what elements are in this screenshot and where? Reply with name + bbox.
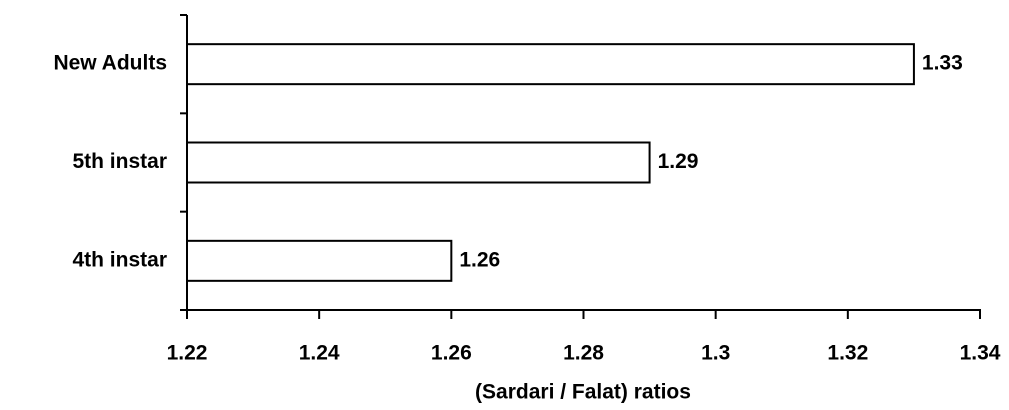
bar [186, 239, 453, 282]
x-tick-label: 1.26 [431, 342, 472, 365]
x-tick-label: 1.3 [701, 342, 730, 365]
x-tick-label: 1.24 [299, 342, 340, 365]
value-label: 1.29 [658, 150, 699, 173]
y-tick-label: 5th instar [72, 150, 167, 173]
x-tick-label: 1.34 [960, 342, 1001, 365]
value-label: 1.26 [459, 248, 500, 271]
x-tick-label: 1.22 [167, 342, 208, 365]
x-tick-label: 1.28 [563, 342, 604, 365]
y-tick-label: 4th instar [72, 248, 167, 271]
bar [186, 43, 915, 86]
x-tick-label: 1.32 [827, 342, 868, 365]
x-axis-title: (Sardari / Falat) ratios [475, 381, 691, 404]
bar [186, 141, 651, 184]
y-tick-label: New Adults [53, 52, 167, 75]
value-label: 1.33 [922, 52, 963, 75]
